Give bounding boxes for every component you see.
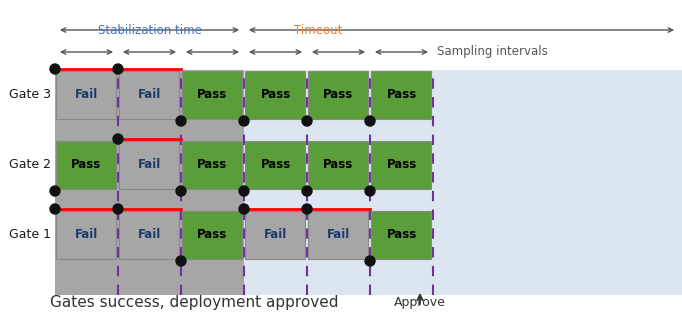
Text: Pass: Pass (387, 228, 417, 242)
Bar (182, 141, 242, 189)
Circle shape (239, 186, 249, 196)
Circle shape (176, 116, 186, 126)
Text: Fail: Fail (138, 158, 161, 172)
Bar (308, 141, 368, 189)
Bar (371, 141, 431, 189)
Text: Fail: Fail (75, 228, 98, 242)
Circle shape (50, 186, 60, 196)
Bar (371, 71, 431, 119)
Circle shape (365, 186, 375, 196)
Text: Stabilization time: Stabilization time (98, 23, 201, 36)
Text: Pass: Pass (72, 158, 102, 172)
Bar (308, 71, 368, 119)
Bar (182, 71, 242, 119)
Circle shape (302, 116, 312, 126)
Bar (371, 211, 431, 259)
Text: Pass: Pass (323, 158, 354, 172)
Text: Gate 2: Gate 2 (9, 158, 51, 172)
Bar (55, 70, 244, 295)
Bar (245, 211, 305, 259)
Text: Gate 1: Gate 1 (9, 228, 51, 242)
Text: Fail: Fail (264, 228, 287, 242)
Circle shape (176, 186, 186, 196)
Text: Approve: Approve (394, 296, 446, 309)
Text: Pass: Pass (387, 158, 417, 172)
Text: Pass: Pass (387, 89, 417, 101)
Circle shape (113, 64, 123, 74)
Bar (244, 70, 682, 295)
Circle shape (113, 134, 123, 144)
Text: Pass: Pass (261, 89, 291, 101)
Circle shape (239, 204, 249, 214)
Bar (119, 141, 179, 189)
Bar (119, 71, 179, 119)
Text: Gate 3: Gate 3 (9, 89, 51, 101)
Circle shape (365, 256, 375, 266)
Circle shape (50, 204, 60, 214)
Text: Fail: Fail (138, 89, 161, 101)
Text: Fail: Fail (138, 228, 161, 242)
Text: Pass: Pass (261, 158, 291, 172)
Circle shape (302, 186, 312, 196)
Circle shape (239, 116, 249, 126)
Text: Pass: Pass (197, 228, 228, 242)
Bar (56, 71, 116, 119)
Bar (119, 211, 179, 259)
Circle shape (302, 204, 312, 214)
Text: Sampling intervals: Sampling intervals (437, 45, 548, 59)
Bar (245, 141, 305, 189)
Circle shape (113, 204, 123, 214)
Text: Pass: Pass (197, 89, 228, 101)
Text: Fail: Fail (75, 89, 98, 101)
Bar (182, 211, 242, 259)
Bar (56, 141, 116, 189)
Text: Timeout: Timeout (294, 23, 342, 36)
Text: Pass: Pass (197, 158, 228, 172)
Text: Fail: Fail (327, 228, 350, 242)
Bar (56, 211, 116, 259)
Text: Pass: Pass (323, 89, 354, 101)
Circle shape (176, 256, 186, 266)
Bar (245, 71, 305, 119)
Bar (308, 211, 368, 259)
Circle shape (365, 116, 375, 126)
Circle shape (50, 64, 60, 74)
Text: Gates success, deployment approved: Gates success, deployment approved (50, 295, 338, 310)
